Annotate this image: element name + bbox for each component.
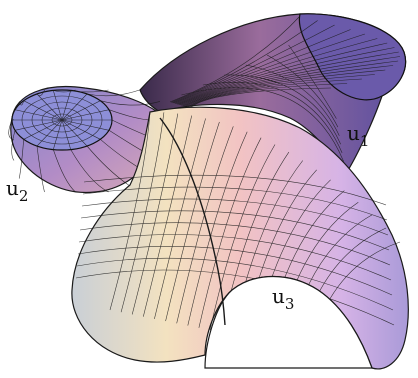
mesh-line xyxy=(36,119,63,193)
mesh-line xyxy=(61,89,109,121)
mesh-line xyxy=(11,119,63,161)
mesh-line xyxy=(176,38,378,105)
label-u3: u3 xyxy=(272,284,295,313)
mesh-line xyxy=(131,113,179,315)
mesh-line xyxy=(18,100,63,121)
mesh-line xyxy=(77,246,393,296)
mesh-line xyxy=(187,131,248,326)
mesh-line xyxy=(174,33,365,104)
label-u1: u1 xyxy=(347,121,370,150)
mesh-line xyxy=(109,111,151,311)
mesh-line xyxy=(188,83,348,108)
mesh-line xyxy=(176,126,234,324)
mesh-line xyxy=(172,24,335,104)
mesh-line xyxy=(82,186,388,221)
mesh-line xyxy=(169,15,301,103)
surface-hole xyxy=(204,275,373,369)
mesh-line xyxy=(171,20,318,103)
mesh-line xyxy=(181,56,401,106)
mesh-line xyxy=(143,115,192,317)
mesh-line xyxy=(78,234,392,281)
mesh-line xyxy=(52,119,76,193)
mesh-line xyxy=(266,54,339,128)
mesh-line xyxy=(177,42,388,105)
mesh-line xyxy=(154,118,206,319)
mesh-line xyxy=(224,74,341,145)
mesh-line xyxy=(11,109,63,121)
mesh-line xyxy=(83,174,387,206)
fold-edge xyxy=(159,117,226,326)
mesh-line xyxy=(36,89,63,121)
mesh-line xyxy=(187,78,362,108)
label-u2: u2 xyxy=(6,176,29,205)
mesh-line xyxy=(198,137,262,328)
mesh-line xyxy=(81,198,389,236)
mesh-line xyxy=(79,222,391,266)
mesh-line xyxy=(18,119,63,179)
mesh-line xyxy=(202,82,343,154)
mesh-line xyxy=(165,121,220,322)
mesh-line xyxy=(184,69,386,107)
mesh-line xyxy=(61,100,161,121)
mesh-line xyxy=(288,44,337,119)
mesh-line xyxy=(173,29,351,104)
back-lobe-rim xyxy=(298,13,407,101)
mesh-line xyxy=(181,87,344,162)
mesh-line xyxy=(209,144,276,331)
mesh-line xyxy=(120,112,165,313)
mesh-line xyxy=(61,89,140,121)
mesh-line xyxy=(179,51,399,106)
mesh-line xyxy=(61,119,109,193)
mesh-line xyxy=(75,269,395,326)
mesh-line xyxy=(80,210,390,251)
mesh-line xyxy=(76,257,394,311)
mesh-line xyxy=(245,64,340,136)
mesh-line xyxy=(182,60,399,107)
mesh-line xyxy=(183,65,394,107)
mesh-line xyxy=(178,47,395,105)
mesh-line xyxy=(189,87,331,109)
